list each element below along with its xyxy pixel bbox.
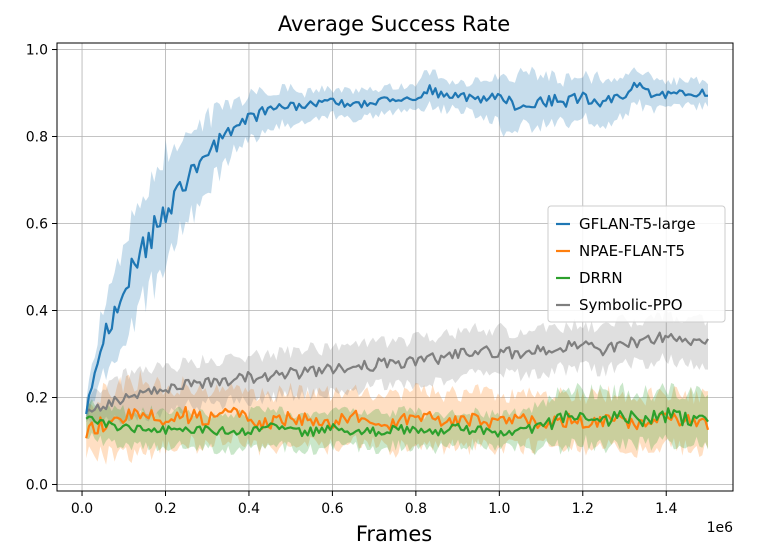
- x-tick-label: 1.0: [488, 501, 510, 517]
- legend-label-symbolic-ppo: Symbolic-PPO: [579, 296, 683, 314]
- legend-label-drrn: DRRN: [579, 269, 623, 287]
- x-tick-label: 0.0: [71, 501, 93, 517]
- line-gflan-t5-large: [85, 81, 709, 415]
- x-tick-label: 0.4: [238, 501, 260, 517]
- y-tick-label: 0.6: [26, 217, 48, 233]
- y-tick-label: 1.0: [26, 43, 48, 59]
- line-drrn: [85, 407, 709, 438]
- line-npae-flan-t5: [85, 406, 710, 439]
- y-tick-label: 0.0: [26, 477, 48, 493]
- line-symbolic-ppo: [85, 331, 709, 414]
- x-axis-offset-label: 1e6: [707, 520, 734, 536]
- plot-frame: [56, 42, 734, 492]
- legend: GFLAN-T5-large NPAE-FLAN-T5 DRRN Symbolic-P…: [547, 205, 726, 323]
- band-npae-flan-t5: [86, 370, 708, 465]
- x-tick-label: 1.4: [655, 501, 677, 517]
- band-gflan-t5-large: [86, 66, 708, 421]
- legend-label-gflan-t5-large: GFLAN-T5-large: [579, 215, 696, 233]
- y-tick-label: 0.2: [26, 390, 48, 406]
- y-tick-label: 0.8: [26, 130, 48, 146]
- y-tick-label: 0.4: [26, 303, 48, 319]
- legend-label-npae-flan-t5: NPAE-FLAN-T5: [579, 242, 685, 260]
- series-lines: [85, 81, 710, 439]
- axis-ticks: 0.0 0.2 0.4 0.6 0.8 1.0 1.2 1.4 0.0 0.2 0.4 0.6 0.8 1…: [26, 43, 678, 517]
- x-tick-label: 0.2: [154, 501, 176, 517]
- confidence-bands: [86, 66, 708, 465]
- x-tick-label: 0.8: [405, 501, 427, 517]
- band-drrn: [86, 382, 708, 456]
- legend-box: [547, 205, 726, 323]
- x-tick-label: 0.6: [321, 501, 343, 517]
- chart-title: Average Success Rate: [278, 12, 510, 36]
- band-symbolic-ppo: [86, 307, 708, 428]
- x-tick-label: 1.2: [572, 501, 594, 517]
- x-axis-label: Frames: [356, 522, 432, 546]
